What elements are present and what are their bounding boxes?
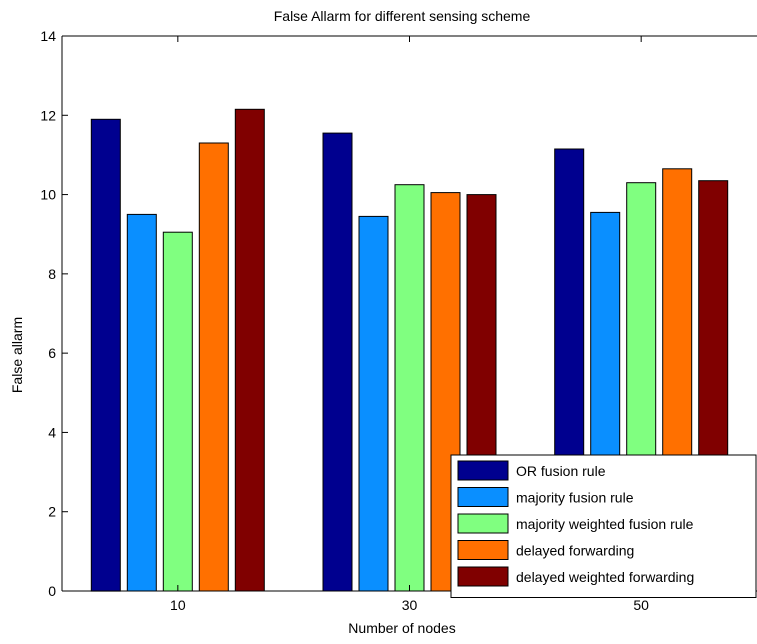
legend-swatch bbox=[457, 540, 509, 560]
legend-label: majority weighted fusion rule bbox=[516, 516, 694, 532]
legend: OR fusion rule majority fusion rule majori… bbox=[450, 454, 757, 598]
bar-30-1 bbox=[322, 132, 353, 592]
x-tick-label: 50 bbox=[633, 597, 649, 613]
legend-swatch bbox=[457, 460, 509, 481]
bar-10-4 bbox=[198, 142, 229, 592]
legend-label: delayed forwarding bbox=[516, 543, 634, 559]
y-tick-label: 10 bbox=[40, 187, 56, 203]
y-tick-label: 12 bbox=[40, 107, 56, 123]
legend-label: majority fusion rule bbox=[516, 490, 634, 506]
y-tick-label: 0 bbox=[48, 583, 56, 599]
y-tick-label: 2 bbox=[48, 504, 56, 520]
bar-30-2 bbox=[358, 215, 389, 592]
x-axis-label: Number of nodes bbox=[348, 620, 455, 636]
bar-10-2 bbox=[126, 213, 157, 592]
y-tick-label: 14 bbox=[40, 28, 56, 44]
chart-title: False Allarm for different sensing schem… bbox=[274, 8, 531, 24]
legend-label: OR fusion rule bbox=[516, 463, 606, 479]
x-tick-label: 10 bbox=[170, 597, 186, 613]
legend-swatch bbox=[457, 487, 509, 507]
legend-swatch bbox=[457, 513, 509, 534]
bar-30-3 bbox=[394, 184, 425, 592]
bar-10-3 bbox=[162, 231, 193, 592]
y-axis-label: False allarm bbox=[9, 317, 25, 393]
plot-area: 10 30 50 0 2 4 6 8 10 12 14 bbox=[40, 28, 757, 613]
legend-label: delayed weighted forwarding bbox=[516, 569, 694, 585]
y-tick-label: 8 bbox=[48, 266, 56, 282]
legend-swatch bbox=[457, 566, 509, 587]
bar-10-1 bbox=[90, 118, 121, 592]
y-tick-label: 4 bbox=[48, 424, 56, 440]
bar-10-5 bbox=[234, 108, 265, 592]
x-tick-label: 30 bbox=[402, 597, 418, 613]
y-tick-label: 6 bbox=[48, 345, 56, 361]
